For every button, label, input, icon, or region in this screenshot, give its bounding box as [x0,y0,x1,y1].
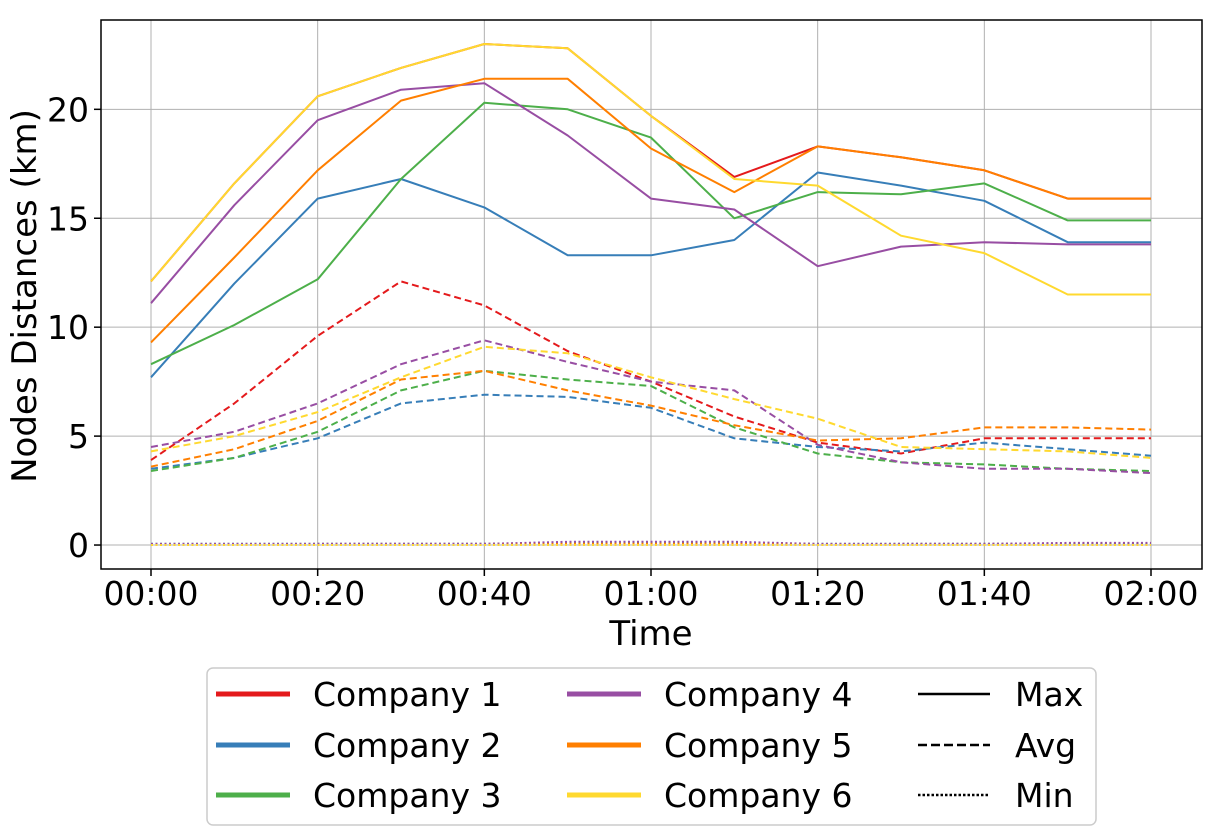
series-line-company-6-avg [150,345,1152,459]
x-tick-label: 02:00 [1103,574,1198,613]
y-tick-label: 10 [47,308,89,347]
y-tick-label: 5 [68,417,89,456]
legend-label-company-2: Company 2 [313,726,501,765]
y-tick-label: 15 [47,199,89,238]
x-tick-label: 00:00 [103,574,198,613]
series-line-company-4-min [151,540,1151,545]
y-tick-label: 20 [47,90,89,129]
x-axis-ticks: 00:00 00:20 00:40 01:00 01:20 01:40 02:00 [103,569,1199,613]
series-line-company-4-avg [150,339,1152,475]
series-line-company-6-max [150,43,1151,296]
legend-label-company-6: Company 6 [664,776,852,815]
legend-label-company-5: Company 5 [664,726,852,765]
legend-label-avg: Avg [1015,726,1076,765]
grid-lines [101,20,1202,569]
x-axis-label: Time [608,614,692,654]
series-line-company-2-max [150,171,1151,378]
x-tick-label: 00:20 [270,574,365,613]
legend-label-max: Max [1015,675,1083,714]
x-tick-label: 01:00 [603,574,698,613]
legend-label-company-1: Company 1 [313,675,501,714]
legend-box [206,667,1097,826]
x-tick-label: 01:40 [937,574,1032,613]
legend-label-company-4: Company 4 [664,675,852,714]
x-tick-label: 00:40 [437,574,532,613]
series-lines [150,43,1152,546]
series-line-company-3-max [150,101,1151,366]
series-line-company-5-max [150,77,1151,344]
series-line-company-2-avg [150,393,1152,470]
series-line-company-3-avg [150,369,1152,472]
legend: Company 1 Company 2 Company 3 Company 4 Comp… [206,667,1097,826]
x-tick-label: 01:20 [770,574,865,613]
series-line-company-4-max [150,82,1151,304]
legend-label-company-3: Company 3 [313,776,501,815]
y-axis-ticks: 0 5 10 15 20 [47,90,101,565]
series-line-company-5-avg [150,369,1152,468]
y-tick-label: 0 [68,526,89,565]
legend-label-min: Min [1015,776,1074,815]
y-axis-label: Nodes Distances (km) [5,109,45,483]
